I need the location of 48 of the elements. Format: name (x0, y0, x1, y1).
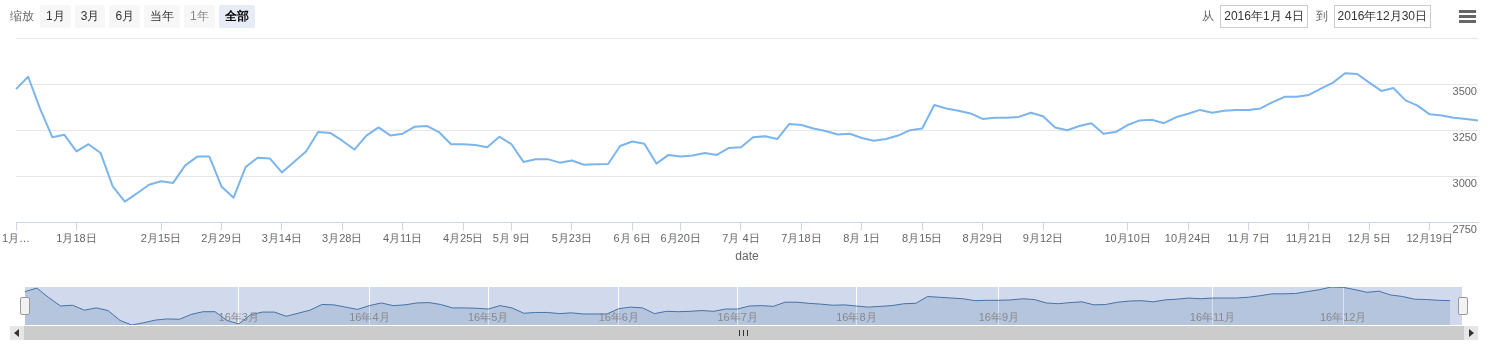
x-tick-label: 16年9月 (978, 310, 1020, 323)
x-tick-label: 16年8月 (836, 310, 877, 323)
x-tick-label: 12月 5日 (1347, 232, 1391, 245)
x-tick-label: 7月 4日 (722, 232, 760, 245)
text: 到 (1315, 8, 1328, 25)
x-tick-label: 2月29日 (201, 232, 242, 245)
x-tick-label: 16年5月 (467, 310, 509, 323)
x-tick-label: 1月18日 (56, 232, 97, 245)
x-tick-label: 16年7月 (717, 310, 758, 323)
x-tick-label: 4月25日 (442, 232, 484, 245)
x-tick-label: 8月 1日 (843, 232, 881, 245)
y-tick-label: 2750 (1452, 222, 1477, 235)
text: 6月 (109, 5, 141, 28)
text: 1月 (40, 5, 71, 28)
text: 2016年1月 4日 (1220, 5, 1308, 28)
x-tick-label: 11月21日 (1286, 232, 1332, 245)
x-tick-label: 8月29日 (962, 232, 1003, 245)
x-tick-label: 16年4月 (349, 310, 390, 323)
x-tick-label: 12月19日 (1406, 232, 1453, 245)
text: 3月 (74, 5, 106, 28)
x-tick-label: 6月 6日 (613, 232, 651, 245)
text: 缩放 (10, 8, 34, 25)
x-tick-label: 5月23日 (551, 232, 593, 245)
x-tick-label: 5月 9日 (492, 232, 531, 245)
x-tick-label: 3月28日 (322, 232, 363, 245)
x-tick-label: 6月20日 (660, 232, 701, 245)
x-tick-label: 16年11月 (1189, 310, 1236, 323)
x-tick-label: 1月… (2, 232, 31, 245)
x-tick-label: 3月14日 (261, 232, 303, 245)
y-tick-label: 3500 (1452, 84, 1477, 97)
x-tick-label: 7月18日 (781, 232, 822, 245)
text: 从 (1202, 8, 1215, 25)
x-axis-title: date (735, 249, 760, 264)
text: 2016年12月30日 (1333, 5, 1431, 28)
x-tick-label: 16年12月 (1320, 310, 1367, 323)
text: 1年 (184, 5, 215, 28)
text: 当年 (144, 5, 181, 28)
x-tick-label: 8月15日 (902, 232, 943, 245)
x-tick-label: 16年6月 (598, 310, 639, 323)
x-tick-label: 2月15日 (140, 232, 182, 245)
x-tick-label: 10月24日 (1164, 232, 1212, 245)
y-tick-label: 3250 (1452, 130, 1477, 143)
x-tick-label: 10月10日 (1104, 232, 1151, 245)
text: 全部 (218, 5, 255, 28)
x-tick-label: 11月 7日 (1227, 232, 1270, 245)
x-tick-label: 4月11日 (382, 232, 423, 245)
x-tick-label: 9月12日 (1022, 232, 1064, 245)
y-tick-label: 3000 (1452, 176, 1477, 189)
